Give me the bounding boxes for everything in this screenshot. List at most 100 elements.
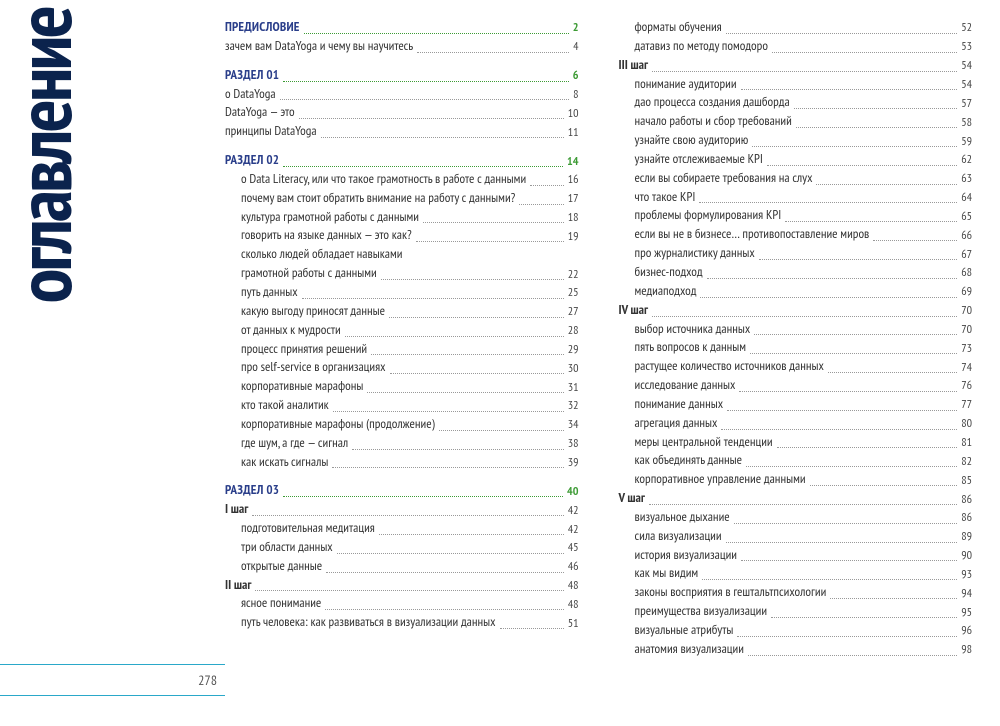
toc-leader <box>748 655 957 656</box>
toc-leader <box>417 52 569 53</box>
toc-row: III шаг54 <box>619 56 973 75</box>
toc-page-number: 4 <box>573 38 578 55</box>
toc-col-left: ПРЕДИСЛОВИЕ2зачем вам DataYoga и чему вы… <box>225 18 579 726</box>
toc-page-number: 45 <box>568 539 579 556</box>
toc-page-number: 42 <box>568 502 579 519</box>
toc-page-number: 51 <box>568 615 579 632</box>
toc-label: процесс принятия решений <box>241 340 367 359</box>
toc-row: V шаг86 <box>619 489 973 508</box>
toc-page-number: 48 <box>568 596 579 613</box>
toc-leader <box>794 108 957 109</box>
toc-page-number: 59 <box>961 133 972 150</box>
toc-page-number: 96 <box>961 622 972 639</box>
toc-page-number: 86 <box>961 509 972 526</box>
toc-row: форматы обучения52 <box>619 18 973 37</box>
toc-page-number: 30 <box>568 360 579 377</box>
toc-leader <box>325 609 563 610</box>
toc-row: три области данных45 <box>225 538 579 557</box>
toc-label: визуальное дыхание <box>635 508 730 527</box>
toc-label: корпоративные марафоны <box>241 377 363 396</box>
toc-page-number: 94 <box>961 585 972 602</box>
toc-leader <box>283 166 563 167</box>
toc-row: датавиз по методу помодоро53 <box>619 37 973 56</box>
toc-row: история визуализации90 <box>619 546 973 565</box>
toc-col-right: форматы обучения52датавиз по методу помо… <box>619 18 973 726</box>
toc-page-number: 18 <box>568 209 579 226</box>
toc-row: бизнес-подход68 <box>619 263 973 282</box>
toc-leader <box>304 33 569 34</box>
toc-row: зачем вам DataYoga и чему вы научитесь4 <box>225 37 579 56</box>
toc-row: понимание аудитории54 <box>619 75 973 94</box>
toc-leader <box>741 560 957 561</box>
toc-page-number: 69 <box>961 283 972 300</box>
toc-leader <box>777 447 958 448</box>
toc-label: растущее количество источников данных <box>635 357 824 376</box>
toc-row: анатомия визуализации98 <box>619 640 973 659</box>
toc-row: путь человека: как развиваться в визуали… <box>225 613 579 632</box>
toc-row: узнайте свою аудиторию59 <box>619 131 973 150</box>
page-number-block: 278 <box>0 664 225 696</box>
toc-label: как мы видим <box>635 564 699 583</box>
toc-page-number: 40 <box>567 483 578 500</box>
toc-page-number: 86 <box>961 491 972 508</box>
rule-bottom <box>0 695 225 696</box>
toc-row: если вы собираете требования на слух63 <box>619 169 973 188</box>
toc-row: преимущества визуализации95 <box>619 602 973 621</box>
toc-leader <box>816 184 957 185</box>
toc-page-number: 89 <box>961 528 972 545</box>
toc-label: меры центральной тенденции <box>635 433 773 452</box>
toc-page-number: 16 <box>568 171 579 188</box>
toc-label: кто такой аналитик <box>241 396 329 415</box>
toc-page-number: 34 <box>568 416 579 433</box>
toc-page-number: 80 <box>961 415 972 432</box>
toc-label: понимание данных <box>635 395 724 414</box>
toc-leader <box>381 279 564 280</box>
toc-label: говорить на языке данных — это как? <box>241 226 412 245</box>
toc-label: о DataYoga <box>225 85 276 104</box>
toc-spacer <box>225 141 579 151</box>
toc-label: проблемы формулирования KPI <box>635 206 782 225</box>
toc-row: говорить на языке данных — это как? 19 <box>225 226 579 245</box>
toc-leader <box>873 240 957 241</box>
toc-label: агрегация данных <box>635 414 718 433</box>
toc-leader <box>726 33 957 34</box>
toc-leader <box>252 515 563 516</box>
toc-leader <box>389 317 564 318</box>
toc-label: датавиз по методу помодоро <box>635 37 768 56</box>
toc-row: о DataYoga8 <box>225 85 579 104</box>
toc-row: начало работы и сбор требований58 <box>619 112 973 131</box>
toc-row: корпоративные марафоны31 <box>225 377 579 396</box>
toc-label: где шум, а где — сигнал <box>241 434 348 453</box>
toc-page-number: 46 <box>568 558 579 575</box>
toc-label: понимание аудитории <box>635 75 737 94</box>
toc-leader <box>830 598 957 599</box>
toc-row: РАЗДЕЛ 016 <box>225 66 579 85</box>
toc-label: принципы DataYoga <box>225 122 317 141</box>
toc-leader <box>337 553 564 554</box>
toc-row: кто такой аналитик 32 <box>225 396 579 415</box>
toc-page-number: 70 <box>961 302 972 319</box>
toc-label: I шаг <box>225 500 248 519</box>
toc-page-number: 2 <box>573 19 579 36</box>
toc-leader <box>423 222 564 223</box>
toc-label: II шаг <box>225 576 251 595</box>
toc-page-number: 95 <box>961 604 972 621</box>
page-number: 278 <box>0 671 225 689</box>
toc-label: если вы не в бизнесе… противопоставление… <box>635 225 870 244</box>
toc-row: законы восприятия в гештальтпсихологии94 <box>619 583 973 602</box>
toc-leader <box>333 411 564 412</box>
toc-label: про self-service в организациях <box>241 358 386 377</box>
toc-row: сила визуализации89 <box>619 527 973 546</box>
toc-page-number: 90 <box>961 547 972 564</box>
toc-leader <box>746 466 957 467</box>
toc-page-number: 19 <box>568 228 579 245</box>
toc-page-number: 27 <box>568 303 579 320</box>
rule-top <box>0 664 225 665</box>
toc-row: про журналистику данных67 <box>619 244 973 263</box>
toc-leader <box>796 127 957 128</box>
toc-page-number: 22 <box>568 266 579 283</box>
toc-label: если вы собираете требования на слух <box>635 169 813 188</box>
toc-page-number: 32 <box>568 397 579 414</box>
toc-leader <box>280 99 570 100</box>
toc-page-number: 42 <box>568 521 579 538</box>
